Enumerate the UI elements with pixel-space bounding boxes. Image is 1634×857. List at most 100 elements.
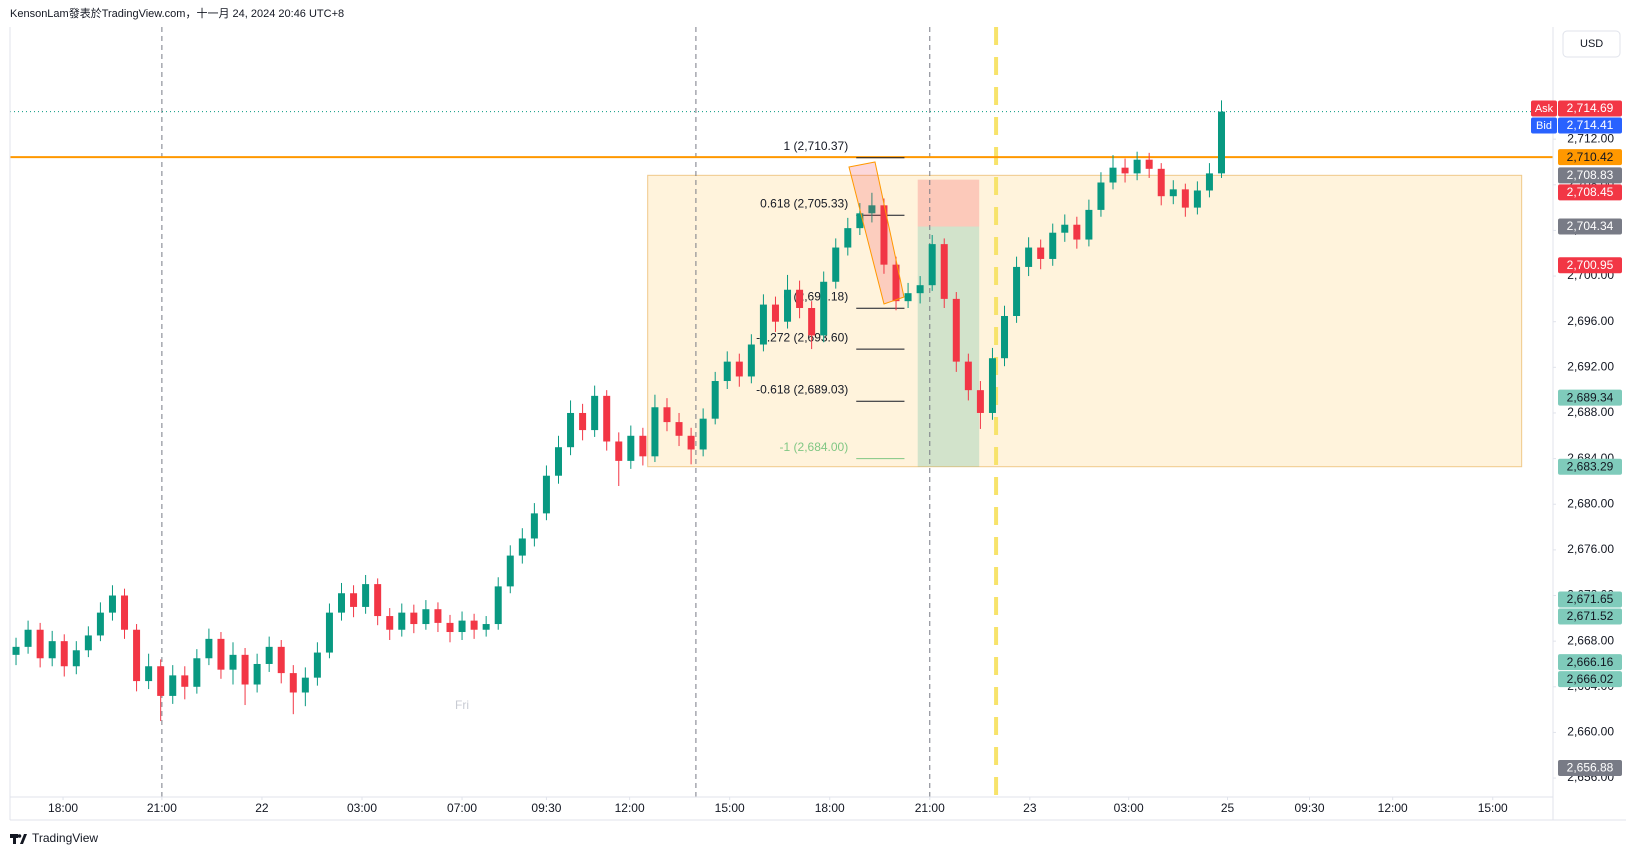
candle-body — [494, 586, 502, 625]
fib-label: -0.618 (2,689.03) — [756, 382, 848, 396]
candle-body — [808, 308, 816, 336]
price-label: 2,689.34 — [1567, 390, 1614, 404]
fib-label: -0.272 (2,693.60) — [756, 330, 848, 344]
candle-body — [699, 418, 707, 450]
candle-body — [675, 422, 683, 436]
candle-body — [1193, 190, 1201, 208]
candle-body — [386, 616, 394, 630]
plot-area: Fri 1 (2,710.37) 0.618 (2,705.33) 0 (2,697.… — [10, 27, 1553, 797]
price-label: 2,666.16 — [1567, 655, 1614, 669]
y-tick-label: 2,712.00 — [1567, 131, 1614, 145]
candle-body — [265, 646, 273, 664]
x-tick-label: 09:30 — [531, 801, 561, 815]
candle-body — [121, 595, 129, 630]
x-tick-label: 23 — [1023, 801, 1037, 815]
candle-body — [1013, 266, 1021, 316]
candle-body — [988, 358, 996, 413]
price-label: 2,710.42 — [1567, 150, 1614, 164]
candle-body — [663, 407, 671, 423]
candle-body — [193, 658, 201, 687]
candle-body — [518, 538, 526, 556]
price-tag-box — [1531, 117, 1557, 134]
x-tick-label: 03:00 — [347, 801, 377, 815]
candle-body — [229, 654, 237, 670]
candle-body — [591, 395, 599, 431]
candle-body — [952, 298, 960, 362]
candle-body — [1157, 168, 1165, 197]
y-tick-label: 2,688.00 — [1567, 405, 1614, 419]
candle-body — [567, 412, 575, 448]
candle-body — [639, 435, 647, 457]
candle-body — [470, 620, 478, 630]
candle-body — [868, 205, 876, 214]
candle-body — [832, 247, 840, 282]
candle-body — [96, 612, 104, 636]
candle-body — [24, 629, 32, 647]
price-label: 2,683.29 — [1567, 459, 1614, 473]
x-tick-label: 03:00 — [1114, 801, 1144, 815]
price-label: 2,714.69 — [1567, 101, 1614, 115]
price-label-box — [1558, 100, 1622, 117]
candle-body — [1169, 189, 1177, 197]
candle-body — [976, 390, 984, 413]
candle-body — [48, 641, 56, 659]
candle-body — [880, 205, 888, 265]
candle-body — [338, 593, 346, 613]
candle-body — [796, 289, 804, 309]
candle-body — [108, 595, 116, 613]
candle-body — [747, 344, 755, 377]
x-tick-label: 07:00 — [447, 801, 477, 815]
candle-body — [1073, 224, 1081, 240]
price-tag-box — [1531, 100, 1557, 117]
price-label-box — [1558, 654, 1622, 671]
candle-body — [1205, 173, 1213, 191]
candle-body — [723, 361, 731, 382]
price-label-box — [1558, 671, 1622, 688]
candle-body — [1145, 159, 1153, 169]
x-tick-label: 15:00 — [715, 801, 745, 815]
candle-body — [133, 629, 141, 682]
x-tick-label: 18:00 — [48, 801, 78, 815]
candle-body — [60, 641, 68, 667]
x-tick-label: 09:30 — [1294, 801, 1324, 815]
currency[interactable]: USD — [1580, 38, 1603, 50]
x-tick-label: 25 — [1221, 801, 1235, 815]
price-label-box — [1558, 117, 1622, 134]
price-label-box — [1558, 257, 1622, 274]
fib-label: -1 (2,684.00) — [780, 440, 849, 454]
candle-body — [36, 629, 44, 659]
candle-body — [530, 513, 538, 539]
price-label-box — [1558, 218, 1622, 235]
x-tick-label: 22 — [255, 801, 269, 815]
candle-body — [964, 361, 972, 391]
candle-body — [1085, 209, 1093, 240]
price-label: 2,666.02 — [1567, 672, 1614, 686]
price-label: 2,708.45 — [1567, 185, 1614, 199]
candle-body — [241, 654, 249, 685]
candle-body — [554, 447, 562, 476]
candle-body — [506, 555, 514, 587]
candle-body — [1121, 167, 1129, 174]
candle-body — [1097, 182, 1105, 210]
currency-button[interactable] — [1562, 30, 1621, 58]
candle-body — [940, 244, 948, 299]
candle-body — [1133, 159, 1141, 174]
price-label-box — [1558, 184, 1622, 201]
candle-body — [735, 361, 743, 377]
candle-body — [325, 612, 333, 653]
price-label: 2,656.88 — [1567, 761, 1614, 775]
trend-channel — [848, 161, 905, 305]
x-tick-label: 12:00 — [615, 801, 645, 815]
price-label: 2,704.34 — [1567, 219, 1614, 233]
candle-body — [277, 646, 285, 674]
candle-body — [446, 622, 454, 633]
fib-label: 1 (2,710.37) — [784, 139, 849, 153]
candle-body — [301, 677, 309, 693]
candle-body — [904, 293, 912, 302]
candle-body — [1025, 247, 1033, 267]
price-label-box — [1558, 167, 1622, 184]
candle-body — [374, 584, 382, 617]
candle-body — [217, 638, 225, 670]
